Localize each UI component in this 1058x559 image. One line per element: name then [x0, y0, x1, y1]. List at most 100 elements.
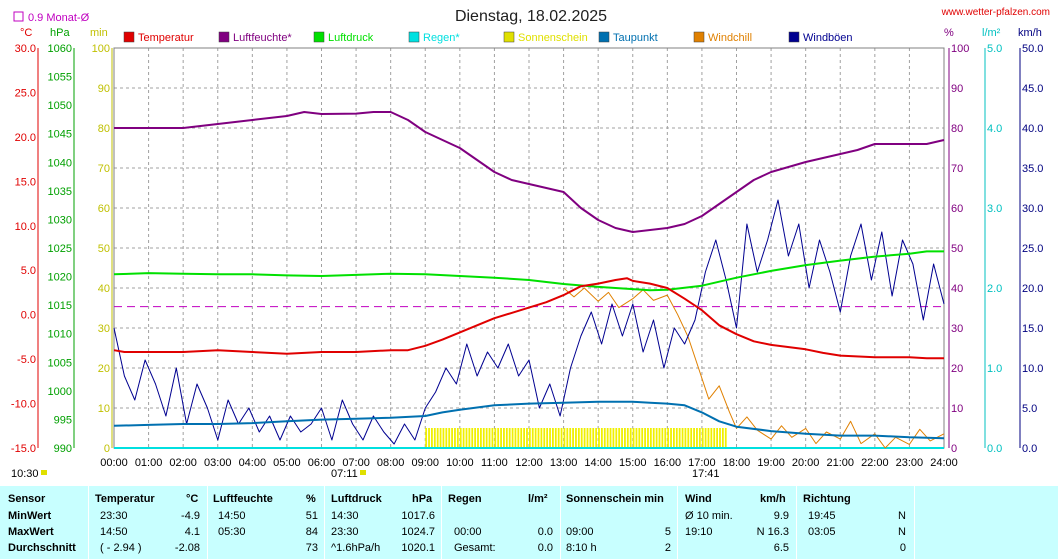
sunshine-bar	[454, 428, 456, 448]
sunshine-bar	[442, 428, 445, 448]
sunshine-bar	[595, 428, 598, 448]
sunshine-bar	[491, 428, 494, 448]
stat-sun-val: 5	[664, 526, 671, 538]
sunshine-bar	[508, 428, 511, 448]
header-sensor: Sensor	[8, 493, 46, 505]
pressure-tick-label: 1020	[48, 272, 72, 284]
sunshine-bar	[621, 428, 623, 448]
website-link[interactable]: www.wetter-pfalzen.com	[941, 7, 1050, 18]
monthly-average-marker	[13, 11, 24, 22]
wind-tick-label: 35.0	[1022, 163, 1043, 175]
stat-press-time: 23:30	[331, 526, 359, 538]
wind-tick-label: 15.0	[1022, 323, 1043, 335]
stat-temp-val: 4.1	[184, 526, 200, 538]
sunshine-bar	[482, 428, 485, 448]
sunshine-bar	[468, 428, 471, 448]
wind-tick-label: 30.0	[1022, 203, 1043, 215]
sunshine-bar	[626, 428, 629, 448]
sunshine-bar	[537, 428, 540, 448]
stat-temp-time: ( - 2.94 )	[100, 542, 142, 554]
stat-rain-val: 0.0	[537, 526, 553, 538]
sunshine-bar	[569, 428, 572, 448]
stat-sun-val: 2	[664, 542, 671, 554]
series-line-dew	[113, 400, 945, 440]
sunshine-bar	[580, 428, 583, 448]
sunshine-bar	[701, 428, 704, 448]
sunshine-bar	[698, 428, 701, 448]
sunshine-bar	[696, 428, 698, 448]
humidity-tick-label: 60	[951, 203, 963, 215]
sunshine-bar	[552, 428, 554, 448]
x-tick-label: 18:00	[723, 457, 751, 469]
weather-chart: 00:00 01:00 02:00 03:00 04:00 05:00 06:00 07:00…	[11, 7, 1050, 480]
temp-tick-label: 30.0	[15, 43, 36, 55]
x-tick-label: 19:00	[757, 457, 785, 469]
sunshine-bar	[572, 428, 574, 448]
pressure-tick-label: 1025	[48, 243, 72, 255]
wind-tick-label: 45.0	[1022, 83, 1043, 95]
sunshine-bar	[526, 428, 528, 448]
plot-grid	[113, 47, 945, 449]
pressure-unit: hPa	[50, 27, 70, 39]
sunshine-bar	[724, 428, 727, 448]
sunshine-bar	[618, 428, 621, 448]
stat-dir-time: 19:45	[808, 510, 836, 522]
sunshine-bar	[474, 428, 477, 448]
humidity-tick-label: 70	[951, 163, 963, 175]
stat-press-val: 1017.6	[401, 510, 435, 522]
sunshine-bar	[560, 428, 563, 448]
legend-swatch-press	[313, 31, 325, 43]
sunshine-bar	[681, 428, 684, 448]
wind-tick-label: 20.0	[1022, 283, 1043, 295]
legend-label-temp: Temperatur	[138, 32, 194, 44]
statistics-table: Sensor Temperatur °C Luftfeuchte % Luftd…	[0, 486, 1058, 559]
wind-tick-label: 10.0	[1022, 363, 1043, 375]
x-tick-label: 10:00	[446, 457, 474, 469]
temp-tick-label: 10.0	[15, 221, 36, 233]
sunshine-bar	[428, 428, 430, 448]
sunshine-bar	[557, 428, 560, 448]
rain-tick-label: 1.0	[987, 363, 1002, 375]
sunshine-bar	[528, 428, 531, 448]
sunshine-bar	[546, 428, 549, 448]
legend-label-hum: Luftfeuchte*	[233, 32, 292, 44]
x-tick-label: 16:00	[654, 457, 682, 469]
legend-label-dew: Taupunkt	[613, 32, 658, 44]
stat-dir-val: 0	[899, 542, 906, 554]
header-wind-unit: km/h	[760, 493, 786, 505]
sunshine-bar	[459, 428, 462, 448]
stat-wind-val: N 16.3	[756, 526, 789, 538]
sunshine-bar	[667, 428, 670, 448]
rain-tick-label: 0.0	[987, 443, 1002, 455]
sunshine-bar	[543, 428, 546, 448]
sunshine-bar	[716, 428, 719, 448]
sun-tick-label: 100	[92, 43, 110, 55]
x-tick-label: 22:00	[861, 457, 889, 469]
sunshine-bar	[431, 428, 433, 448]
x-tick-label: 04:00	[239, 457, 267, 469]
sunshine-bar	[678, 428, 681, 448]
sunshine-bar	[707, 428, 710, 448]
sunshine-bar	[575, 428, 577, 448]
sunshine-bar	[497, 428, 500, 448]
monthly-average-label: 0.9 Monat-Ø	[28, 12, 90, 24]
chart-title: Dienstag, 18.02.2025	[455, 8, 607, 25]
sunshine-bar	[485, 428, 488, 448]
sunshine-bar	[494, 428, 497, 448]
pressure-tick-label: 1055	[48, 72, 72, 84]
sun-tick-label: 60	[98, 203, 110, 215]
sunshine-bar	[503, 428, 505, 448]
stat-sun-time: 09:00	[566, 526, 594, 538]
stat-wind-time: 19:10	[685, 526, 713, 538]
stat-dir-time: 03:05	[808, 526, 836, 538]
sunshine-bar	[511, 428, 514, 448]
sunshine-bar	[624, 428, 626, 448]
x-tick-label: 06:00	[308, 457, 336, 469]
stat-hum-time: 14:50	[218, 510, 246, 522]
x-tick-label: 21:00	[826, 457, 854, 469]
sunshine-bar	[425, 428, 428, 448]
sunshine-bar	[520, 428, 523, 448]
temp-unit: °C	[20, 27, 32, 39]
sun-unit: min	[90, 27, 108, 39]
x-tick-label: 03:00	[204, 457, 232, 469]
